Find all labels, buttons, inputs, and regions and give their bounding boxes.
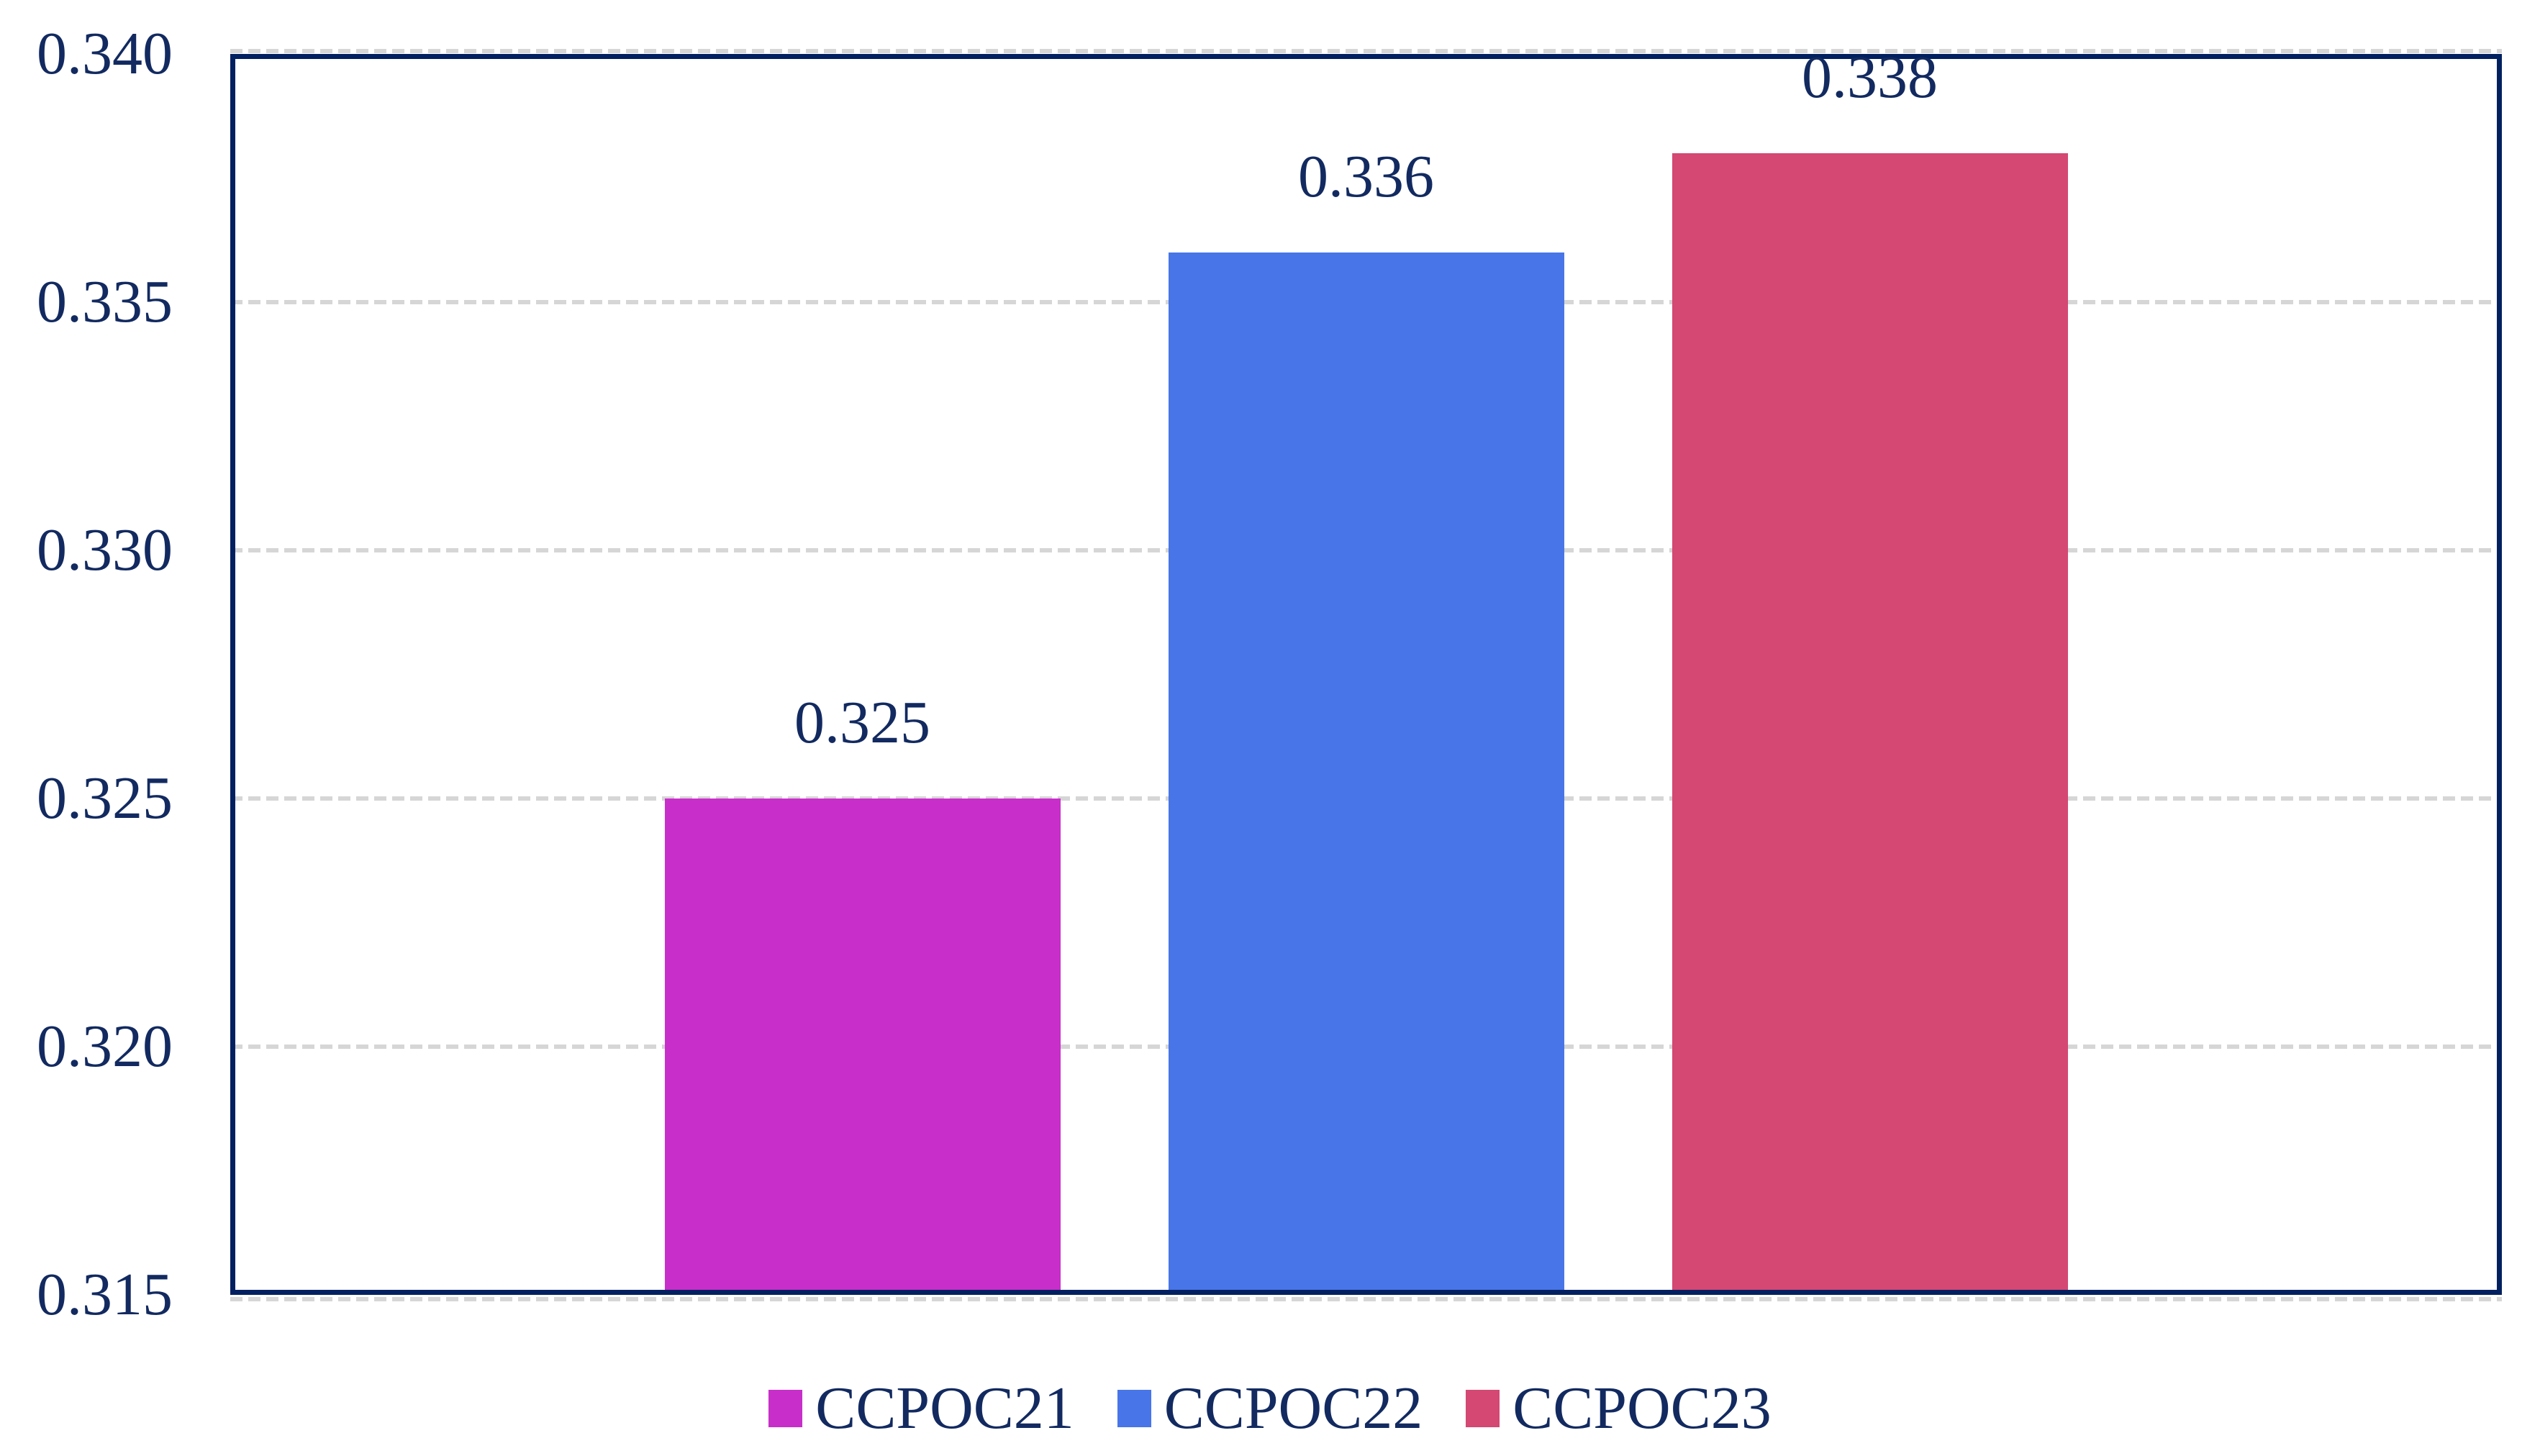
ytick-label-0.335: 0.335 [37,268,173,335]
legend-swatch-ccpoc22 [1117,1389,1151,1427]
gridline-0.315 [230,1297,2502,1301]
bar-ccpoc23 [1672,153,2068,1295]
legend: CCPOC21 CCPOC22 CCPOC23 [0,1367,2540,1450]
legend-label-ccpoc23: CCPOC23 [1512,1374,1772,1442]
bar-value-label-ccpoc21: 0.325 [794,689,930,756]
bar-value-label-ccpoc23: 0.338 [1802,44,1938,111]
ytick-label-0.325: 0.325 [37,765,173,832]
legend-swatch-ccpoc23 [1466,1389,1500,1427]
legend-item-ccpoc23: CCPOC23 [1466,1369,1772,1448]
legend-label-ccpoc21: CCPOC21 [815,1374,1074,1442]
ytick-label-0.315: 0.315 [37,1261,173,1328]
legend-label-ccpoc22: CCPOC22 [1164,1374,1423,1442]
ytick-label-0.340: 0.340 [37,20,173,87]
ytick-label-0.330: 0.330 [37,517,173,583]
legend-item-ccpoc21: CCPOC21 [768,1369,1074,1448]
gridline-0.34 [230,49,2502,53]
legend-item-ccpoc22: CCPOC22 [1117,1369,1423,1448]
bar-ccpoc22 [1168,252,1564,1295]
bar-value-label-ccpoc22: 0.336 [1298,143,1434,210]
legend-swatch-ccpoc21 [768,1389,803,1427]
ytick-label-0.320: 0.320 [37,1013,173,1080]
bar-ccpoc21 [664,798,1061,1295]
